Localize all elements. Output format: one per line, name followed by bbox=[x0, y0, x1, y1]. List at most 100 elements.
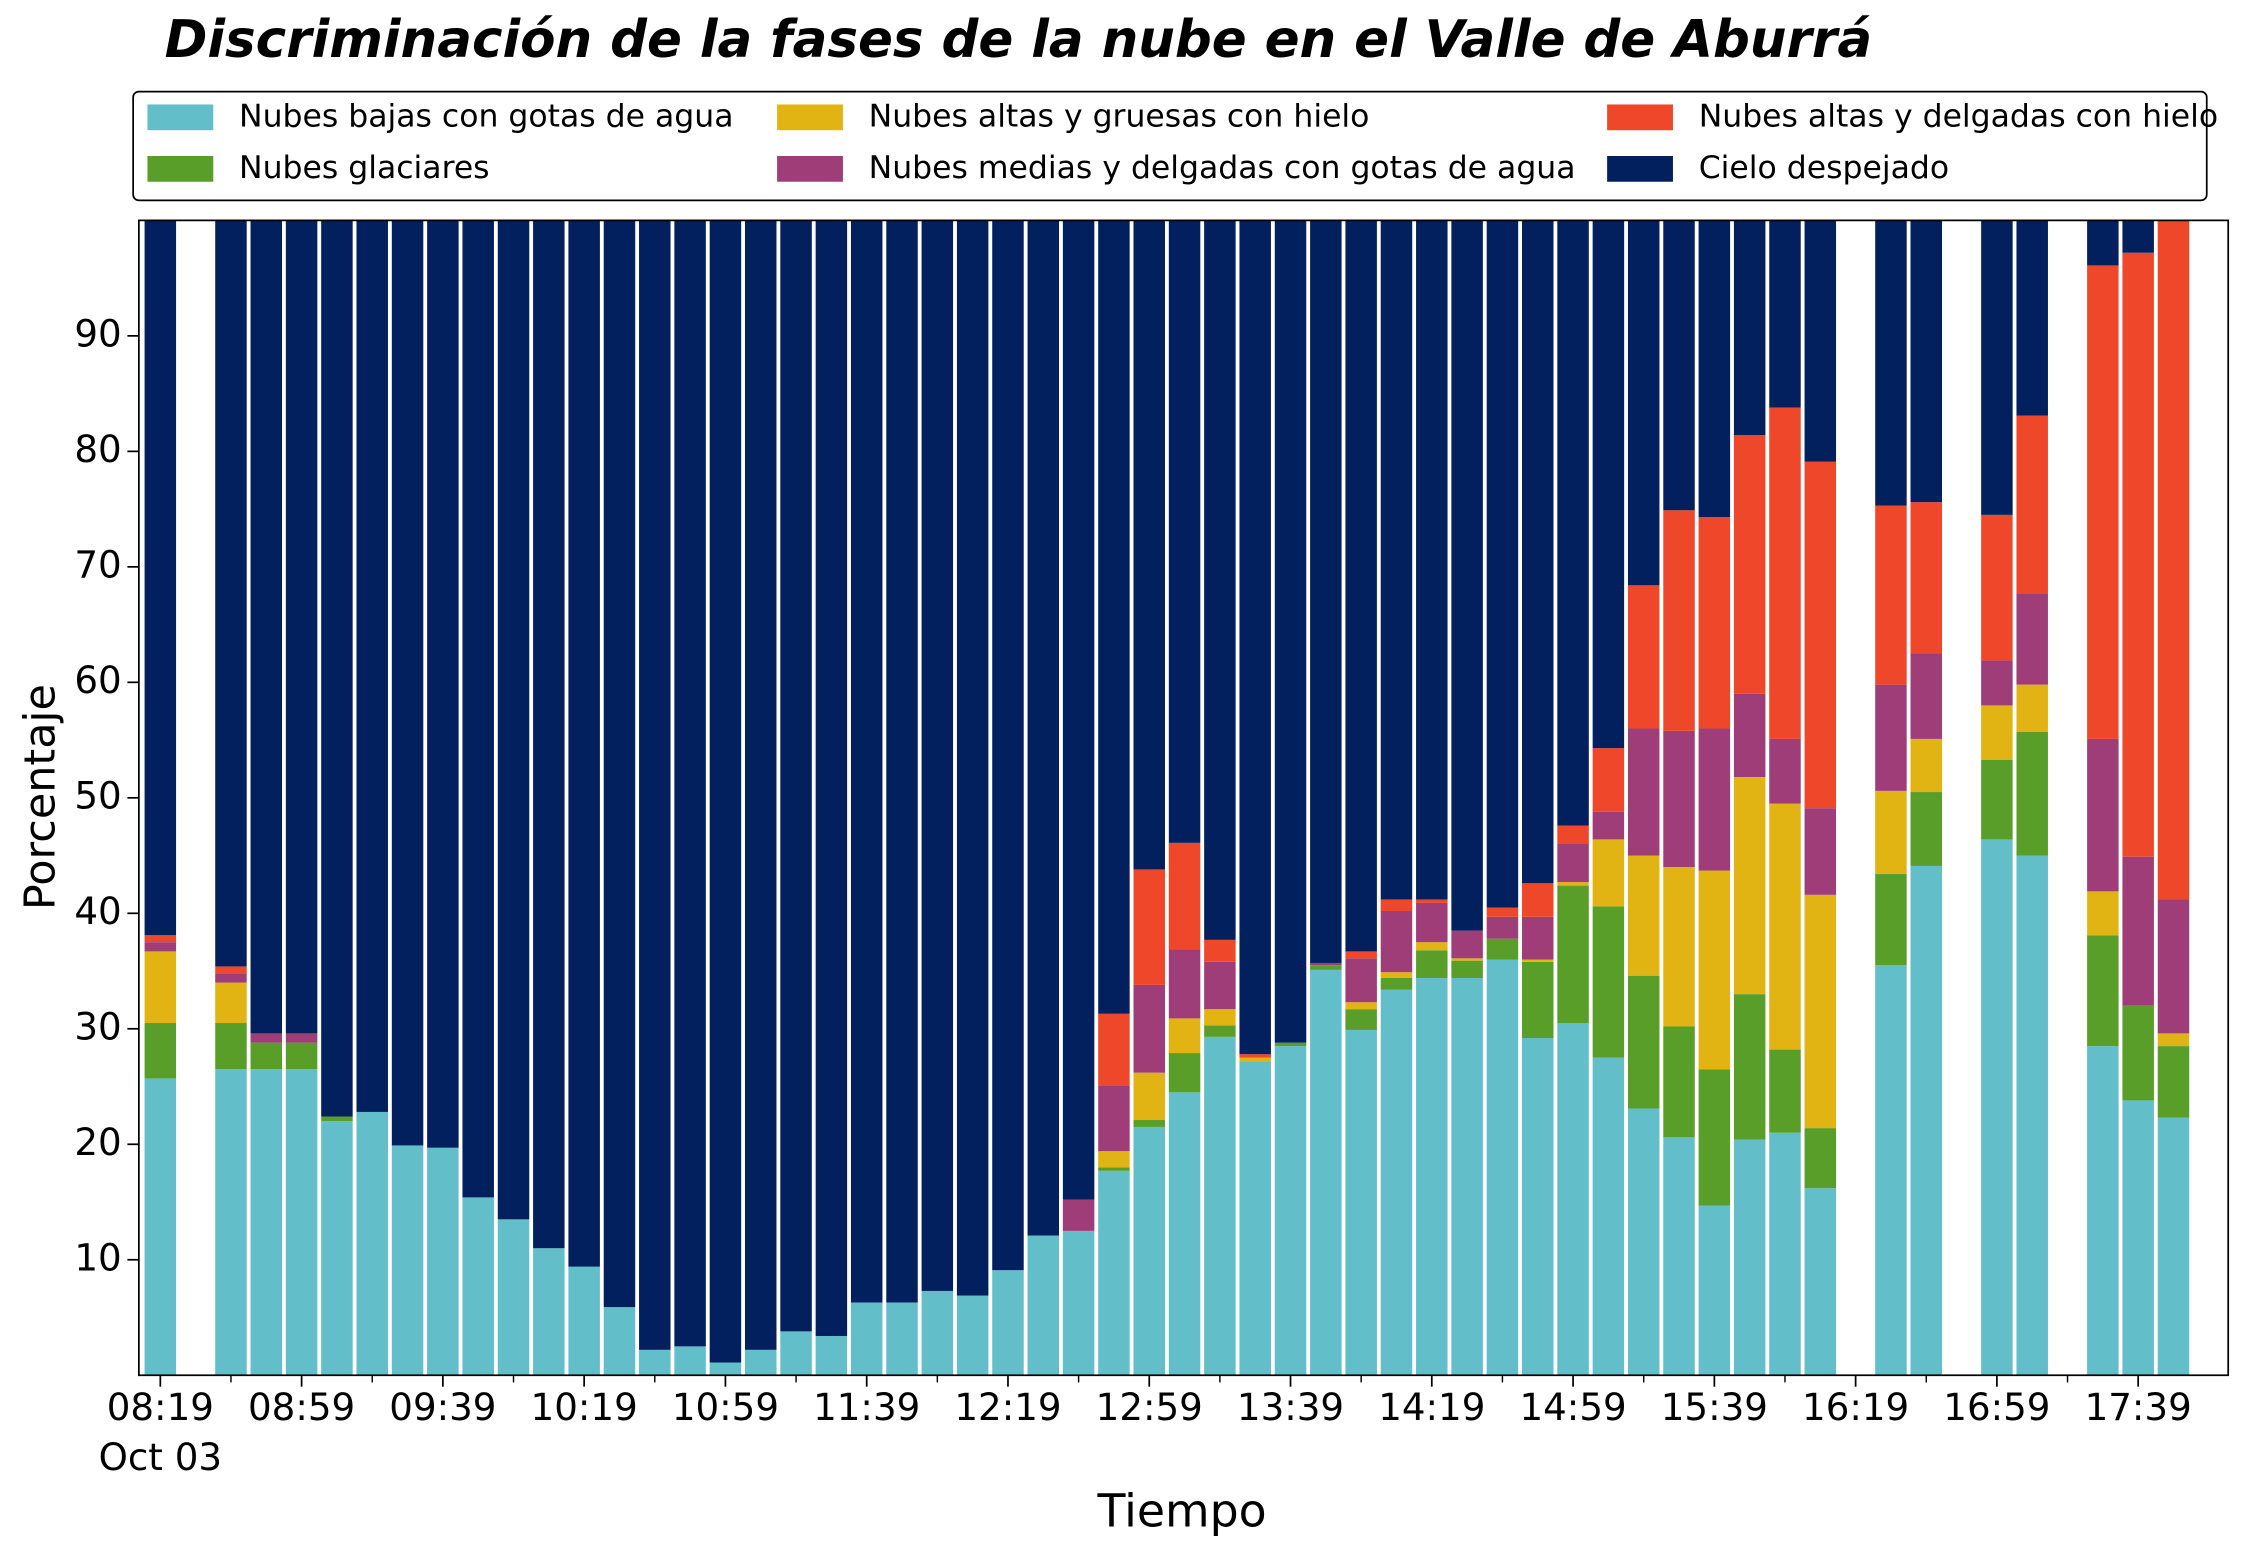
bar-segment bbox=[1345, 1009, 1377, 1030]
bar-segment bbox=[2157, 220, 2190, 900]
bar-segment bbox=[1239, 220, 1271, 1055]
bar-segment bbox=[1416, 902, 1448, 943]
bar-segment bbox=[1522, 883, 1554, 917]
y-tick-label: 50 bbox=[74, 773, 121, 817]
bar-segment bbox=[1875, 965, 1907, 1376]
bar-segment bbox=[1098, 1170, 1130, 1376]
x-tick-label: 10:19 bbox=[531, 1385, 638, 1429]
bar-segment bbox=[1345, 1002, 1377, 1010]
bar-segment bbox=[321, 220, 353, 1117]
bar-segment bbox=[1062, 1230, 1095, 1376]
chart-title: Discriminación de la fases de la nube en… bbox=[165, 10, 1872, 70]
bar-segment bbox=[1875, 790, 1907, 875]
bar-segment bbox=[1557, 844, 1589, 883]
y-tick-label: 70 bbox=[74, 542, 121, 586]
bar-segment bbox=[391, 1145, 424, 1376]
bar-segment bbox=[1380, 220, 1413, 900]
x-tick-label: 08:59 bbox=[248, 1385, 355, 1429]
bar-segment bbox=[1698, 870, 1731, 1070]
bar-segment bbox=[1133, 220, 1165, 870]
x-tick-label: 12:59 bbox=[1096, 1385, 1203, 1429]
x-date-label: Oct 03 bbox=[99, 1435, 222, 1479]
bar-segment bbox=[250, 1069, 283, 1376]
bar-segment bbox=[1098, 1151, 1130, 1168]
bar-segment bbox=[215, 1069, 247, 1376]
bar-segment bbox=[1380, 899, 1413, 911]
bar-segment bbox=[1204, 1036, 1236, 1376]
bar-segment bbox=[250, 1033, 283, 1043]
x-tick-label: 14:59 bbox=[1519, 1385, 1626, 1429]
legend-label: Nubes bajas con gotas de agua bbox=[239, 98, 733, 134]
bar-segment bbox=[1733, 994, 1766, 1140]
y-tick-label: 40 bbox=[74, 889, 121, 933]
bar-segment bbox=[1416, 899, 1448, 903]
bar-segment bbox=[250, 1042, 283, 1070]
bar-segment bbox=[1663, 1137, 1695, 1376]
bar-segment bbox=[1557, 1023, 1589, 1376]
x-tick-label: 09:39 bbox=[389, 1385, 496, 1429]
bar-segment bbox=[992, 1270, 1024, 1376]
x-tick-label: 15:39 bbox=[1661, 1385, 1768, 1429]
bar-segment bbox=[674, 1346, 706, 1376]
bar-segment bbox=[2157, 899, 2190, 1034]
bar-segment bbox=[2157, 1033, 2190, 1047]
bar-segment bbox=[1098, 1013, 1130, 1086]
bar-segment bbox=[709, 220, 742, 1363]
bar-segment bbox=[1345, 220, 1377, 952]
bar-segment bbox=[1804, 461, 1837, 809]
bar-segment bbox=[1451, 220, 1483, 931]
bar-segment bbox=[497, 220, 530, 1220]
legend-label: Nubes altas y delgadas con hielo bbox=[1699, 98, 2218, 134]
bar-segment bbox=[1522, 959, 1554, 962]
bar-segment bbox=[1345, 951, 1377, 959]
bar-segment bbox=[1451, 960, 1483, 978]
bar-segment bbox=[144, 951, 177, 1024]
bar-segment bbox=[709, 1362, 742, 1376]
bar-segment bbox=[391, 220, 424, 1146]
bar-segment bbox=[250, 220, 283, 1034]
bar-segment bbox=[1274, 1046, 1307, 1376]
bar-segment bbox=[2087, 1046, 2119, 1376]
bar-segment bbox=[1168, 842, 1201, 950]
bar-segment bbox=[1168, 1092, 1201, 1376]
bar-segment bbox=[1168, 949, 1201, 1019]
x-tick-label: 08:19 bbox=[107, 1385, 214, 1429]
bar-segment bbox=[1663, 730, 1695, 868]
bar-segment bbox=[427, 1147, 459, 1376]
bar-segment bbox=[144, 942, 177, 952]
y-tick-label: 60 bbox=[74, 658, 121, 702]
bar-segment bbox=[2016, 220, 2048, 416]
bar-segment bbox=[1522, 1038, 1554, 1376]
bar-segment bbox=[1133, 1072, 1165, 1121]
bar-segment bbox=[1910, 220, 1942, 503]
bar-segment bbox=[1698, 220, 1731, 518]
bar-segment bbox=[1416, 220, 1448, 900]
bar-segment bbox=[1522, 916, 1554, 960]
bar-segment bbox=[533, 220, 565, 1249]
bar-segment bbox=[1804, 1128, 1837, 1189]
bar-segment bbox=[321, 1121, 353, 1376]
bar-segment bbox=[1098, 1085, 1130, 1152]
y-tick-label: 80 bbox=[74, 427, 121, 471]
bar-segment bbox=[2087, 738, 2119, 892]
bar-segment bbox=[2122, 252, 2154, 857]
bar-segment bbox=[1804, 808, 1837, 895]
bar-segment bbox=[1557, 220, 1589, 826]
bar-segment bbox=[1204, 961, 1236, 1010]
bar-segment bbox=[215, 973, 247, 983]
bar-segment bbox=[568, 220, 600, 1267]
bar-segment bbox=[1451, 958, 1483, 961]
bar-segment bbox=[1380, 977, 1413, 990]
bar-segment bbox=[144, 1078, 177, 1376]
bar-segment bbox=[1663, 867, 1695, 1027]
bar-segment bbox=[215, 982, 247, 1024]
bar-segment bbox=[1345, 1029, 1377, 1376]
bar-segment bbox=[1310, 969, 1342, 1376]
bar-segment bbox=[1733, 777, 1766, 995]
bar-segment bbox=[1981, 660, 2013, 706]
bar-segment bbox=[1733, 1139, 1766, 1376]
bar-segment bbox=[356, 1111, 388, 1376]
bar-segment bbox=[1981, 705, 2013, 760]
bar-segment bbox=[1592, 1057, 1625, 1376]
